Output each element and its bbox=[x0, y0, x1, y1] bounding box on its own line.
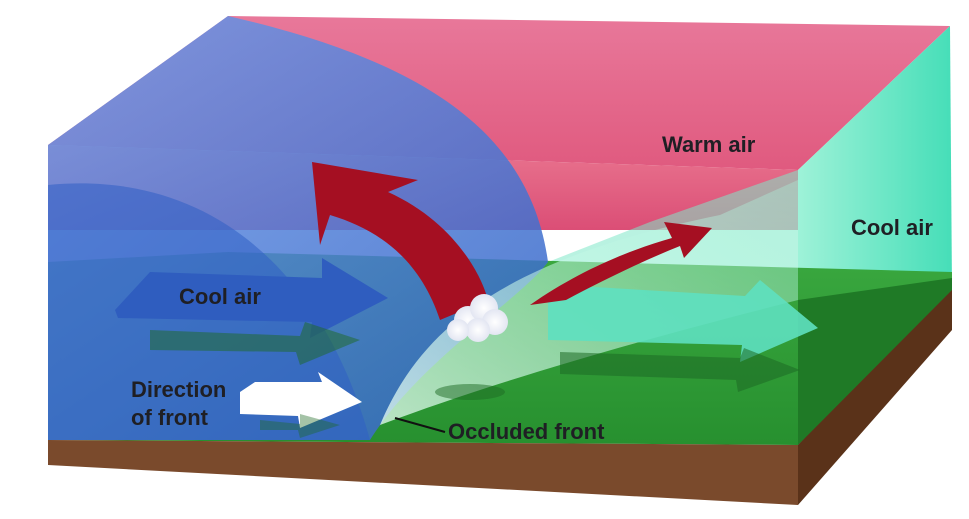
occluded-front-leader bbox=[394, 417, 446, 433]
cloud-shadow bbox=[435, 384, 505, 400]
cool-air-right-arrow bbox=[548, 280, 818, 362]
ground-side-right bbox=[798, 278, 952, 445]
cool-air-left-arrow-shadow bbox=[150, 322, 360, 365]
cool-air-left-arrow bbox=[115, 258, 388, 338]
cool-air-right-arrow-shadow bbox=[560, 348, 800, 392]
cool-air-left-label: Cool air bbox=[179, 284, 261, 309]
direction-label-line2: of front bbox=[131, 405, 208, 430]
direction-of-front-arrow bbox=[240, 372, 362, 428]
cool-air-right-label: Cool air bbox=[851, 215, 933, 240]
direction-of-front-label: Direction of front bbox=[131, 376, 226, 432]
direction-arrow-shadow bbox=[260, 414, 340, 438]
direction-label-line1: Direction bbox=[131, 377, 227, 402]
warm-air-label: Warm air bbox=[662, 132, 756, 157]
warm-air-wedge-arrow bbox=[530, 222, 712, 305]
soil-front bbox=[48, 440, 798, 505]
cloud bbox=[447, 294, 508, 342]
soil-side bbox=[798, 290, 952, 505]
warm-air-rising-arrow bbox=[312, 162, 488, 320]
occluded-front-label: Occluded front bbox=[448, 419, 605, 444]
